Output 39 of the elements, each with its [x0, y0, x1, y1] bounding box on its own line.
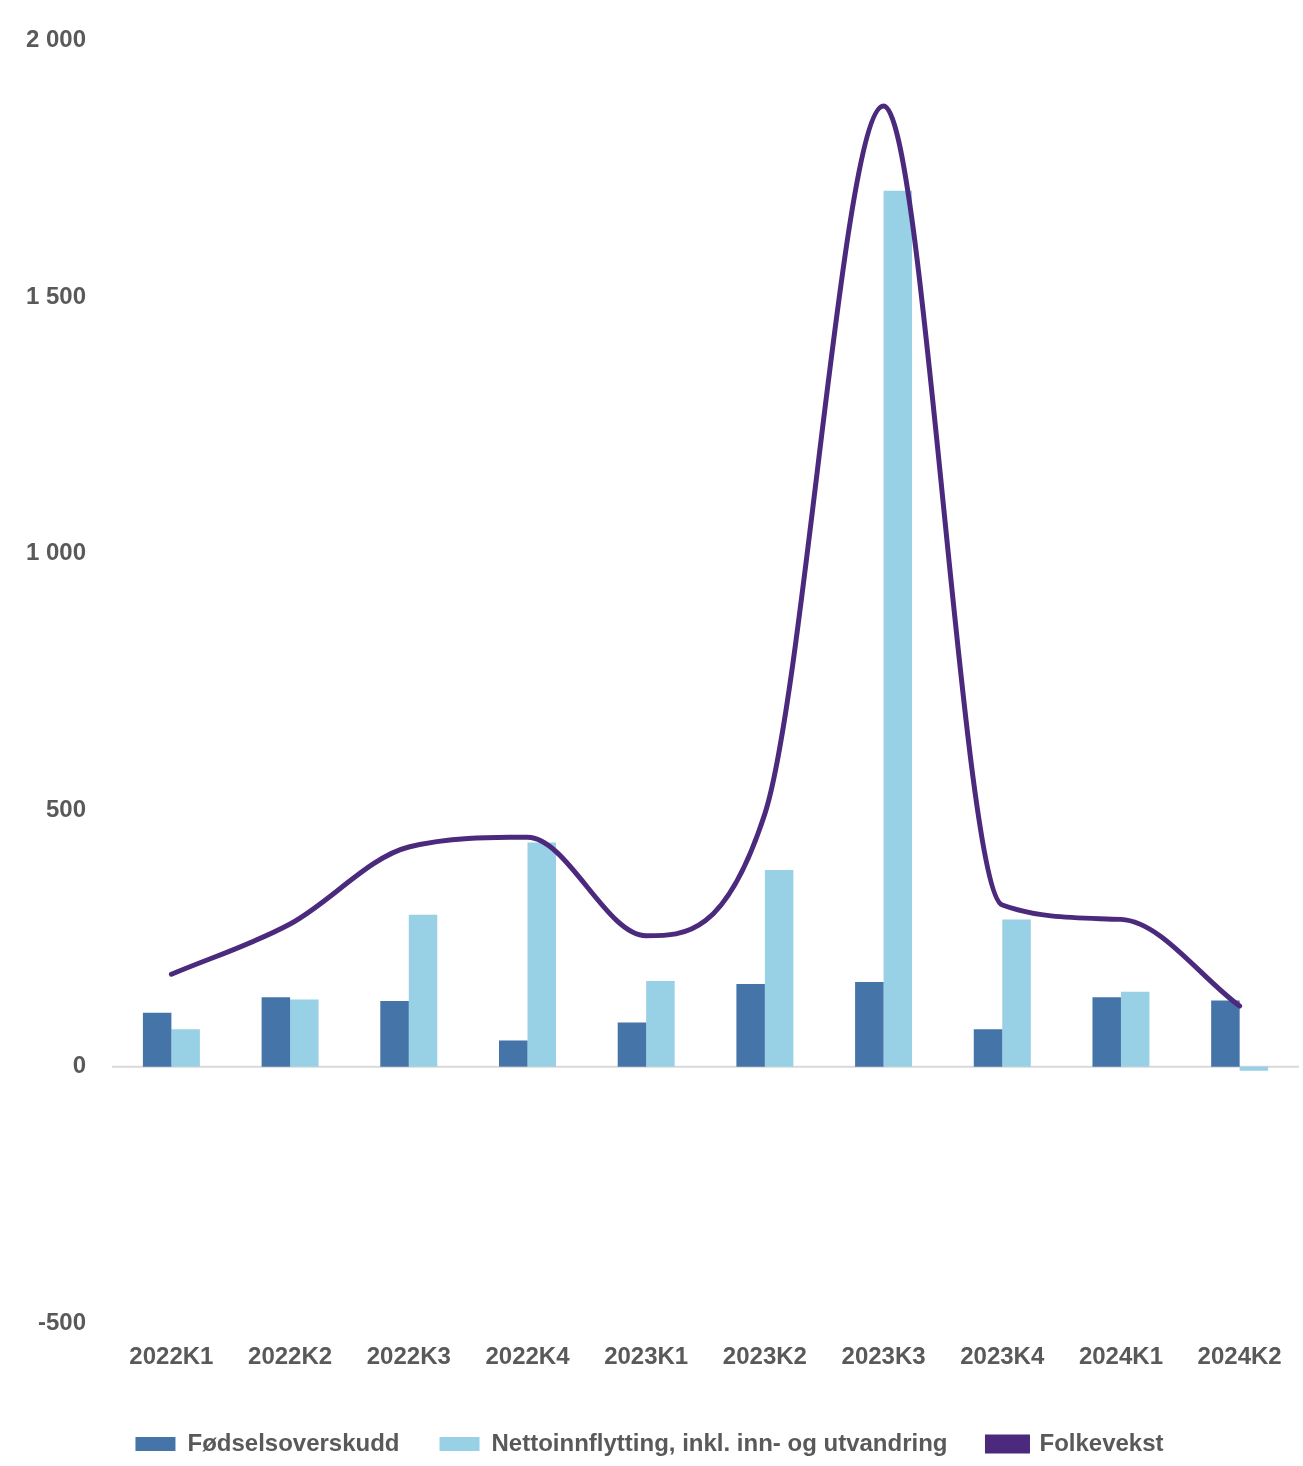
bar	[499, 1040, 528, 1067]
bar	[290, 999, 319, 1067]
x-tick-label: 2022K3	[366, 1342, 451, 1370]
bar	[1120, 991, 1150, 1067]
y-tick-label: 1 500	[26, 281, 87, 309]
bar	[171, 1029, 200, 1067]
y-tick-label: 2 000	[26, 25, 87, 53]
bar	[408, 914, 438, 1067]
bar	[764, 870, 794, 1067]
bar	[646, 980, 675, 1067]
x-tick-label: 2023K2	[722, 1342, 807, 1370]
x-tick-label: 2023K1	[604, 1342, 689, 1370]
bar	[1002, 919, 1031, 1067]
y-tick-label: 1 000	[26, 538, 87, 566]
x-tick-label: 2023K3	[841, 1342, 926, 1370]
x-tick-label: 2024K2	[1197, 1342, 1282, 1370]
bar	[142, 1012, 172, 1067]
x-tick-label: 2022K4	[485, 1342, 571, 1370]
legend-label: Fødselsoverskudd	[187, 1428, 400, 1456]
bar	[261, 997, 291, 1067]
bar	[1211, 1000, 1240, 1067]
bar	[617, 1022, 647, 1067]
bar	[973, 1029, 1003, 1067]
y-tick-label: 500	[46, 794, 87, 822]
bar	[1239, 1066, 1269, 1071]
legend-label: Nettoinnflytting, inkl. inn- og utvandring	[491, 1428, 948, 1456]
y-tick-label: -500	[38, 1307, 87, 1335]
bar	[855, 981, 884, 1067]
x-tick-label: 2022K2	[248, 1342, 333, 1370]
x-tick-label: 2022K1	[129, 1342, 214, 1370]
x-tick-label: 2024K1	[1078, 1342, 1163, 1370]
bar	[380, 1000, 409, 1067]
bar	[1092, 997, 1121, 1067]
y-tick-label: 0	[72, 1051, 87, 1079]
x-tick-label: 2023K4	[960, 1342, 1045, 1370]
bar	[527, 842, 556, 1067]
bar	[736, 984, 765, 1067]
legend-label: Folkevekst	[1039, 1428, 1164, 1456]
bar	[883, 190, 913, 1067]
